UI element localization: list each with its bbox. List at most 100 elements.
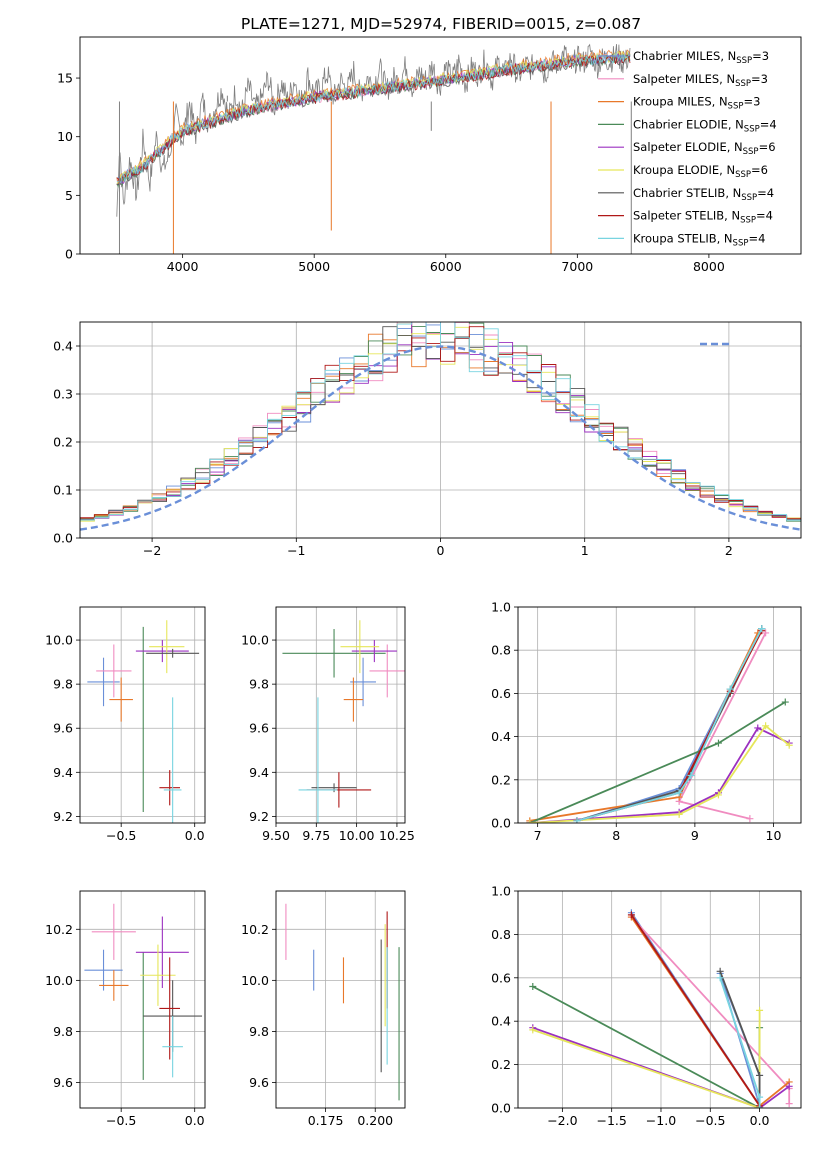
legend-entry-tail: =4 bbox=[757, 186, 774, 200]
x-tick-label: −0.5 bbox=[106, 828, 136, 843]
mass-weight-marker bbox=[675, 810, 683, 818]
x-tick-label: 0.0 bbox=[185, 828, 205, 843]
mass-weight-marker bbox=[627, 911, 635, 919]
axes-frame bbox=[275, 890, 406, 1109]
y-tick-label: 9.8 bbox=[53, 677, 73, 692]
mass-weight-marker bbox=[756, 1104, 764, 1108]
y-tick-label: 1.0 bbox=[491, 884, 511, 899]
x-tick-label: 0.175 bbox=[308, 1113, 344, 1128]
y-tick-label: 9.8 bbox=[53, 1024, 73, 1039]
mass-weight-marker bbox=[756, 1071, 764, 1079]
x-tick-label: −0.5 bbox=[106, 1113, 136, 1128]
y-tick-label: 0.8 bbox=[491, 643, 511, 658]
spectrum-panel: 4000 5000 6000 7000 8000 0 5 10 15 Chabrier MILES… bbox=[57, 36, 802, 274]
legend-entry-name: Salpeter STELIB, N bbox=[633, 209, 740, 223]
legend-entry: Kroupa MILES, NSSP=3 bbox=[633, 95, 760, 112]
mass-weight-marker bbox=[526, 819, 534, 823]
y-tick-label: 9.8 bbox=[249, 1024, 269, 1039]
axes-frame bbox=[79, 606, 206, 824]
y-tick-label: 10.0 bbox=[45, 973, 73, 988]
legend-entry-name: Chabrier STELIB, N bbox=[633, 186, 741, 200]
y-tick-label: 9.6 bbox=[249, 1075, 269, 1090]
mass-weight-marker bbox=[785, 741, 793, 749]
mass-weight-marker bbox=[762, 722, 770, 730]
mass-weight-marker bbox=[529, 982, 537, 990]
y-tick-label: 9.6 bbox=[53, 721, 73, 736]
x-tick-label: 5000 bbox=[298, 259, 330, 274]
y-tick-label: 9.6 bbox=[249, 721, 269, 736]
x-tick-label: 0.200 bbox=[357, 1113, 393, 1128]
legend-entry-name: Kroupa MILES, N bbox=[633, 95, 728, 109]
mass-weight-marker bbox=[781, 698, 789, 706]
legend-entry-sub: SSP bbox=[733, 238, 749, 248]
y-tick-label: 9.2 bbox=[249, 809, 269, 824]
mass-weight-marker bbox=[756, 1006, 764, 1014]
legend-entry-tail: =4 bbox=[760, 117, 777, 131]
y-tick-label: 9.6 bbox=[53, 1075, 73, 1090]
y-tick-label: 0.4 bbox=[491, 1014, 511, 1029]
x-tick-label: 10.25 bbox=[379, 828, 415, 843]
x-tick-label: 7 bbox=[534, 828, 542, 843]
legend-entry-name: Kroupa STELIB, N bbox=[633, 231, 733, 245]
mass-weight-marker bbox=[756, 1093, 764, 1101]
mass-weight-marker bbox=[529, 1026, 537, 1034]
legend-entry: Chabrier STELIB, NSSP=4 bbox=[633, 186, 774, 203]
y-tick-label: 0.2 bbox=[491, 1057, 511, 1072]
figure-title: PLATE=1271, MJD=52974, FIBERID=0015, z=0… bbox=[241, 15, 641, 33]
legend-entry: Salpeter ELODIE, NSSP=6 bbox=[633, 140, 776, 157]
y-tick-label: 0.1 bbox=[53, 483, 73, 498]
x-tick-label: −1 bbox=[287, 543, 305, 558]
x-tick-label: −2 bbox=[143, 543, 161, 558]
axes-frame bbox=[79, 36, 802, 255]
x-tick-label: 10 bbox=[766, 828, 782, 843]
y-tick-label: 10.0 bbox=[45, 633, 73, 648]
y-tick-label: 0.2 bbox=[53, 435, 73, 450]
plot-area bbox=[282, 620, 405, 823]
legend-entry-tail: =3 bbox=[752, 49, 769, 63]
y-tick-label: 0.6 bbox=[491, 686, 511, 701]
plot-area bbox=[80, 322, 801, 538]
x-tick-label: 6000 bbox=[430, 259, 462, 274]
axes-frame bbox=[79, 890, 206, 1109]
legend-entry-tail: =4 bbox=[756, 209, 773, 223]
model-spectrum-line bbox=[116, 52, 631, 185]
plot-area bbox=[116, 43, 632, 254]
mass-weight-marker bbox=[726, 685, 734, 693]
gaussian-curve bbox=[80, 345, 801, 531]
mass-weight-line bbox=[630, 914, 761, 1107]
mass-weight-vs-age-panel: 7 8 9 10 0.0 0.2 0.4 0.6 0.8 1.0 bbox=[491, 600, 802, 843]
y-tick-label: 0.3 bbox=[53, 387, 73, 402]
legend-entry: Salpeter STELIB, NSSP=4 bbox=[633, 209, 773, 226]
legend-entry-sub: SSP bbox=[743, 147, 759, 157]
mass-weight-marker bbox=[754, 724, 762, 732]
y-tick-label: 9.8 bbox=[249, 677, 269, 692]
legend-entry-sub: SSP bbox=[735, 170, 751, 180]
mass-weight-line bbox=[529, 632, 759, 822]
residual-histogram-panel: −2 −1 0 1 2 0.0 0.1 0.2 0.3 0.4 bbox=[53, 321, 802, 558]
x-tick-label: 9 bbox=[691, 828, 699, 843]
x-tick-label: −1.0 bbox=[646, 1113, 676, 1128]
x-tick-label: 10.00 bbox=[339, 828, 375, 843]
mass-weight-marker bbox=[758, 625, 766, 633]
legend-entry-sub: SSP bbox=[728, 102, 744, 112]
y-tick-label: 9.4 bbox=[249, 765, 269, 780]
y-tick-label: 9.4 bbox=[53, 765, 73, 780]
mass-weight-marker bbox=[785, 1082, 793, 1090]
y-tick-label: 0.2 bbox=[491, 772, 511, 787]
y-tick-label: 10.2 bbox=[45, 922, 73, 937]
mass-weight-marker bbox=[762, 629, 770, 637]
plot-area bbox=[526, 625, 793, 823]
x-tick-label: 1 bbox=[581, 543, 589, 558]
legend-entry-tail: =3 bbox=[743, 95, 760, 109]
plot-area bbox=[84, 903, 203, 1080]
y-tick-label: 0.0 bbox=[491, 816, 511, 831]
y-tick-label: 5 bbox=[65, 188, 73, 203]
y-tick-label: 10.0 bbox=[241, 973, 269, 988]
mass-weight-marker bbox=[714, 739, 722, 747]
mass-weight-line bbox=[532, 985, 761, 1108]
legend-entry-tail: =6 bbox=[751, 163, 768, 177]
age-vs-mass-panel: 9.50 9.75 10.00 10.25 9.2 9.4 9.6 9.8 10.0 bbox=[241, 606, 415, 843]
legend-entry-name: Salpeter MILES, N bbox=[633, 72, 735, 86]
